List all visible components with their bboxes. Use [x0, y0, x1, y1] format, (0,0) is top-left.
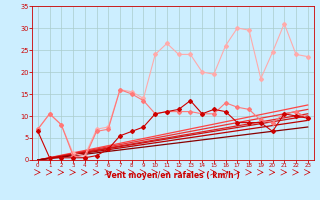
- X-axis label: Vent moyen/en rafales ( km/h ): Vent moyen/en rafales ( km/h ): [106, 171, 240, 180]
